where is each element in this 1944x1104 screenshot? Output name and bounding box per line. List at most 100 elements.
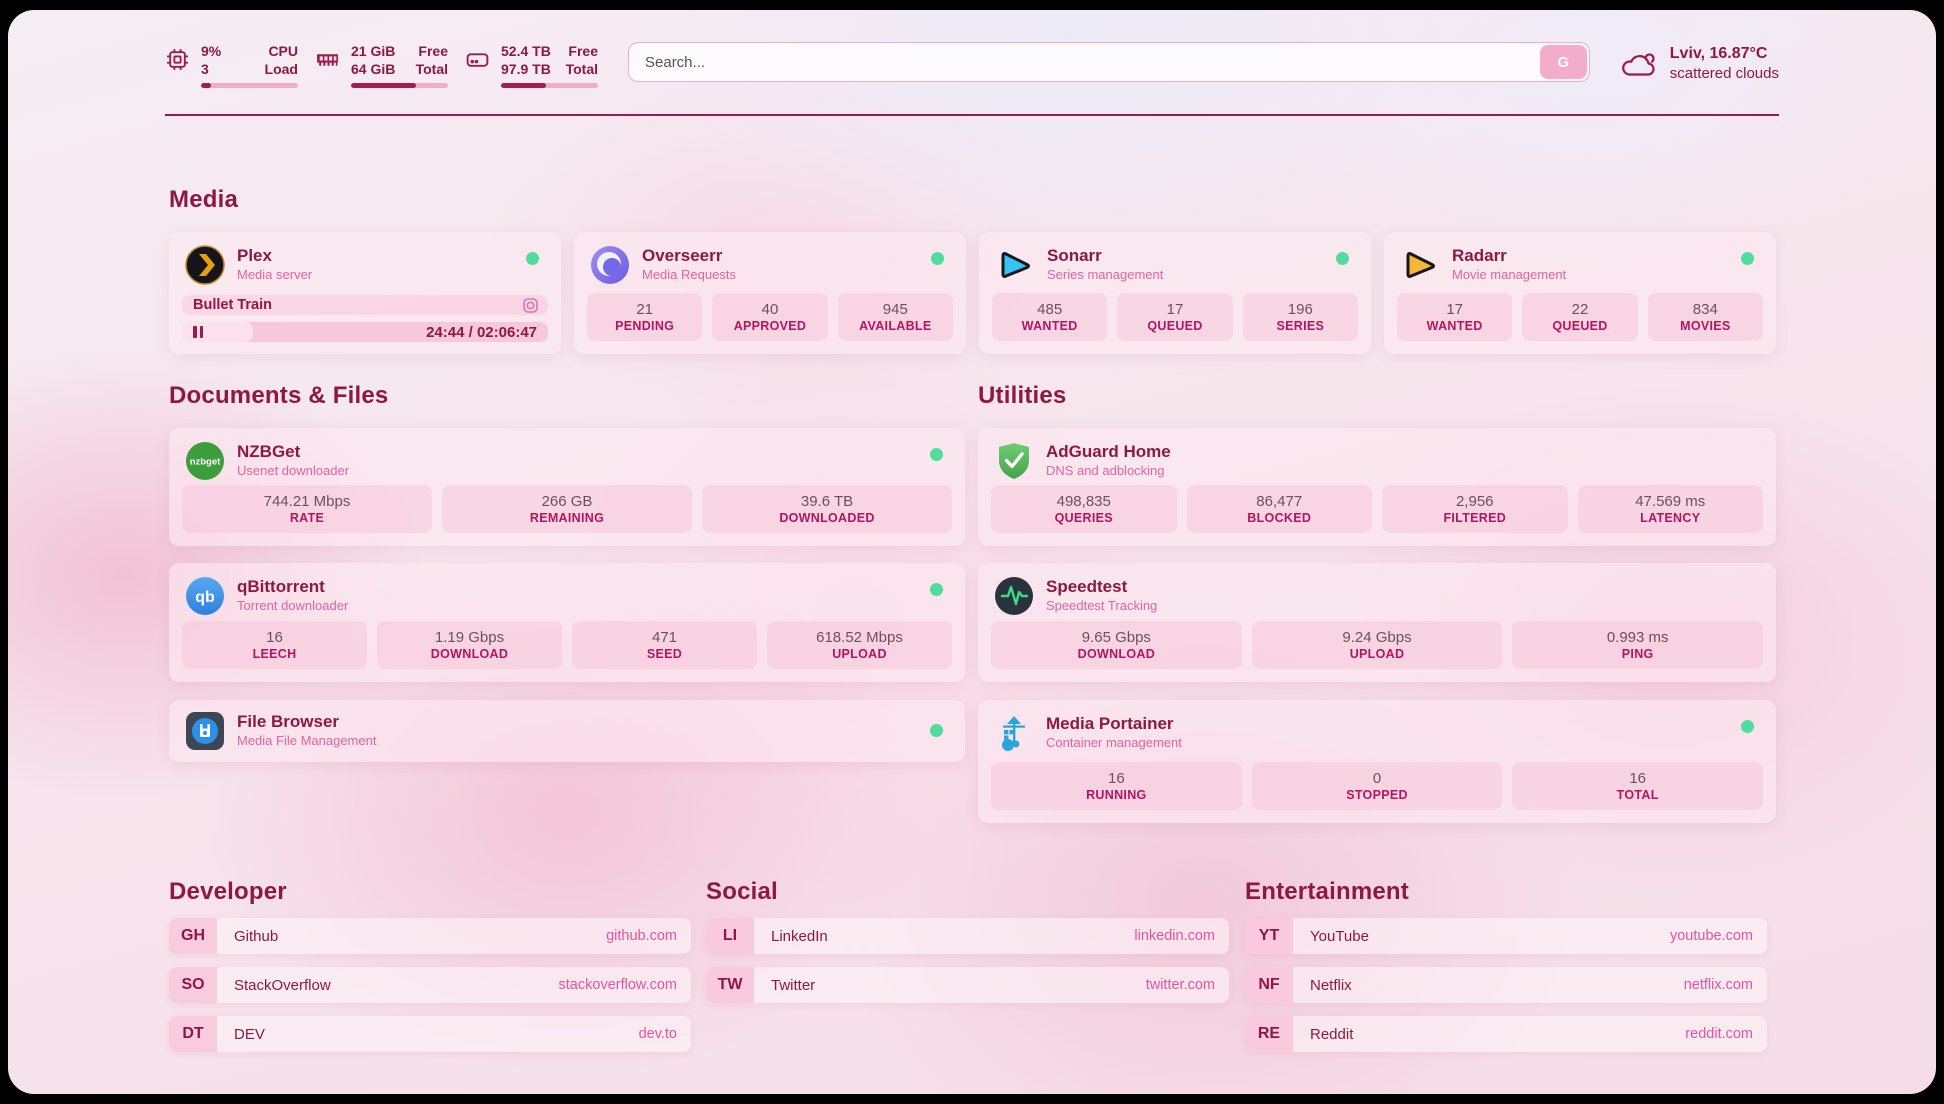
stat-blocked: 86,477 BLOCKED bbox=[1186, 485, 1372, 533]
link-name: YouTube bbox=[1310, 927, 1369, 945]
app-card-portainer[interactable]: Media Portainer Container management 16 R… bbox=[978, 700, 1776, 823]
stat-series: 196 SERIES bbox=[1242, 293, 1358, 341]
link-reddit[interactable]: RE Reddit reddit.com bbox=[1245, 1016, 1767, 1052]
overseerr-icon bbox=[591, 246, 629, 284]
link-abbr: LI bbox=[706, 918, 754, 954]
disk-free-label: Free bbox=[568, 43, 598, 59]
section-title-entertainment: Entertainment bbox=[1245, 878, 1409, 905]
ram-total-label: Total bbox=[415, 61, 448, 77]
developer-links: GH Github github.com SO StackOverflow st… bbox=[169, 918, 691, 1065]
app-title: Speedtest bbox=[1046, 577, 1128, 596]
app-card-nzbget[interactable]: nzbget NZBGet Usenet downloader 744.21 M… bbox=[169, 428, 965, 546]
system-widgets: 9% CPU 3 Load 21 GiB Free 64 GiB Total bbox=[165, 42, 598, 88]
disk-icon bbox=[466, 53, 489, 67]
link-url: twitter.com bbox=[1145, 977, 1215, 993]
link-abbr: YT bbox=[1245, 918, 1293, 954]
app-card-adguard[interactable]: AdGuard Home DNS and adblocking 498,835 Q… bbox=[978, 428, 1776, 546]
stat-pending: 21 PENDING bbox=[587, 293, 703, 341]
media-card-grid: Plex Media server Bullet Train 24:44 / 0… bbox=[169, 232, 1776, 354]
qbittorrent-icon: qb bbox=[186, 577, 224, 615]
link-url: github.com bbox=[606, 928, 677, 944]
stat-downloaded: 39.6 TB DOWNLOADED bbox=[702, 485, 952, 533]
status-dot bbox=[930, 583, 943, 596]
link-dev[interactable]: DT DEV dev.to bbox=[169, 1016, 691, 1052]
link-linkedin[interactable]: LI LinkedIn linkedin.com bbox=[706, 918, 1229, 954]
app-title: Overseerr bbox=[642, 246, 723, 265]
cpu-progress-bar bbox=[201, 83, 298, 88]
utilities-column: AdGuard Home DNS and adblocking 498,835 Q… bbox=[978, 428, 1776, 823]
app-card-qbittorrent[interactable]: qb qBittorrent Torrent downloader 16 LEEC… bbox=[169, 563, 965, 682]
status-dot bbox=[930, 448, 943, 461]
search-input[interactable] bbox=[628, 42, 1590, 82]
filebrowser-icon bbox=[186, 712, 224, 750]
playback-time: 24:44 / 02:06:47 bbox=[426, 323, 537, 341]
app-card-plex[interactable]: Plex Media server Bullet Train 24:44 / 0… bbox=[169, 232, 561, 354]
cpu-widget: 9% CPU 3 Load bbox=[165, 42, 298, 88]
link-abbr: GH bbox=[169, 918, 217, 954]
ram-progress-bar bbox=[351, 83, 448, 88]
link-name: Github bbox=[234, 927, 279, 945]
stat-latency: 47.569 ms LATENCY bbox=[1577, 485, 1763, 533]
adguard-icon bbox=[999, 443, 1029, 479]
ram-free-value: 21 GiB bbox=[351, 43, 396, 59]
status-dot bbox=[1741, 252, 1754, 265]
link-url: reddit.com bbox=[1685, 1026, 1753, 1042]
app-title: Media Portainer bbox=[1046, 714, 1174, 733]
speedtest-icon bbox=[995, 577, 1033, 615]
now-playing-row: Bullet Train bbox=[182, 295, 548, 315]
link-abbr: TW bbox=[706, 967, 754, 1003]
app-subtitle: Container management bbox=[1046, 735, 1182, 750]
search-engine-button[interactable]: G bbox=[1539, 45, 1587, 79]
ram-total-value: 64 GiB bbox=[351, 61, 396, 77]
stat-ping: 0.993 ms PING bbox=[1512, 621, 1764, 669]
app-subtitle: Media Requests bbox=[642, 267, 736, 282]
app-card-sonarr[interactable]: Sonarr Series management 485 WANTED 17 QUE… bbox=[979, 232, 1371, 354]
app-subtitle: Series management bbox=[1047, 267, 1164, 282]
stat-download: 9.65 Gbps DOWNLOAD bbox=[991, 621, 1242, 669]
link-url: dev.to bbox=[638, 1026, 677, 1042]
link-twitter[interactable]: TW Twitter twitter.com bbox=[706, 967, 1229, 1003]
section-title-developer: Developer bbox=[169, 878, 287, 905]
documents-column: nzbget NZBGet Usenet downloader 744.21 M… bbox=[169, 428, 965, 762]
section-title-media: Media bbox=[169, 186, 239, 213]
weather-condition: scattered clouds bbox=[1669, 65, 1779, 82]
stat-queued: 22 QUEUED bbox=[1522, 293, 1638, 341]
ram-icon bbox=[317, 54, 338, 66]
link-stackoverflow[interactable]: SO StackOverflow stackoverflow.com bbox=[169, 967, 691, 1003]
entertainment-links: YT YouTube youtube.com NF Netflix netfli… bbox=[1245, 918, 1767, 1065]
ram-progress-fill bbox=[351, 83, 416, 88]
top-bar: 9% CPU 3 Load 21 GiB Free 64 GiB Total bbox=[165, 42, 1779, 88]
svg-text:nzbget: nzbget bbox=[190, 457, 221, 468]
app-subtitle: Movie management bbox=[1452, 267, 1567, 282]
link-name: LinkedIn bbox=[771, 927, 828, 945]
link-github[interactable]: GH Github github.com bbox=[169, 918, 691, 954]
svg-text:qb: qb bbox=[195, 589, 215, 606]
status-dot bbox=[1336, 252, 1349, 265]
ram-widget: 21 GiB Free 64 GiB Total bbox=[315, 42, 448, 88]
status-dot bbox=[931, 252, 944, 265]
section-title-social: Social bbox=[706, 878, 778, 905]
stat-stopped: 0 STOPPED bbox=[1251, 762, 1503, 810]
link-youtube[interactable]: YT YouTube youtube.com bbox=[1245, 918, 1767, 954]
app-subtitle: Media File Management bbox=[237, 733, 377, 748]
app-card-overseerr[interactable]: Overseerr Media Requests 21 PENDING 40 APP… bbox=[574, 232, 966, 354]
app-subtitle: Torrent downloader bbox=[237, 598, 349, 613]
stat-seed: 471 SEED bbox=[572, 621, 757, 669]
disk-progress-fill bbox=[501, 83, 546, 88]
disk-free-value: 52.4 TB bbox=[501, 43, 551, 59]
stat-upload: 618.52 Mbps UPLOAD bbox=[767, 621, 952, 669]
radarr-icon bbox=[1406, 252, 1435, 278]
app-card-filebrowser[interactable]: File Browser Media File Management bbox=[169, 700, 965, 762]
cpu-icon bbox=[167, 49, 188, 70]
now-playing-title: Bullet Train bbox=[193, 297, 272, 313]
status-dot bbox=[1741, 720, 1754, 733]
media-type-icon bbox=[523, 297, 538, 313]
status-dot bbox=[526, 252, 539, 265]
app-card-radarr[interactable]: Radarr Movie management 17 WANTED 22 QUEUE… bbox=[1384, 232, 1776, 354]
app-title: Sonarr bbox=[1047, 246, 1102, 265]
dashboard: 9% CPU 3 Load 21 GiB Free 64 GiB Total bbox=[8, 10, 1936, 1094]
app-title: File Browser bbox=[237, 712, 340, 731]
app-card-speedtest[interactable]: Speedtest Speedtest Tracking 9.65 Gbps DO… bbox=[978, 563, 1776, 682]
link-netflix[interactable]: NF Netflix netflix.com bbox=[1245, 967, 1767, 1003]
stat-upload: 9.24 Gbps UPLOAD bbox=[1251, 621, 1503, 669]
